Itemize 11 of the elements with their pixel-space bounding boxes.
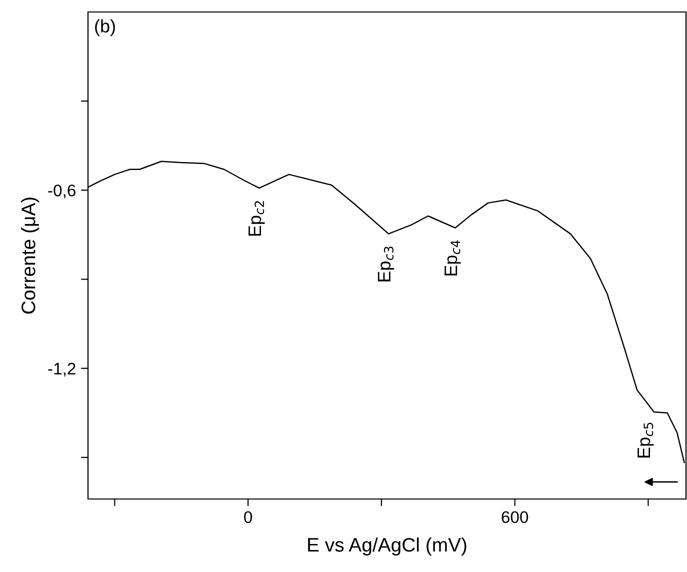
annotation: Ep$_{c4}$ bbox=[444, 240, 461, 276]
annotation: Ep$_{c2}$ bbox=[248, 201, 265, 236]
annotation: Ep$_{c3}$ bbox=[378, 246, 394, 282]
x-axis-title: E vs Ag/AgCl (mV) bbox=[308, 537, 466, 556]
annotation: Ep$_{c5}$ bbox=[638, 422, 654, 458]
annotation: (b) bbox=[95, 19, 115, 36]
y-tick-label: -1,2 bbox=[48, 362, 76, 377]
x-tick-label: 600 bbox=[502, 511, 528, 524]
y-axis-title: Corrente (μA) bbox=[21, 198, 40, 314]
y-tick-label: -0,6 bbox=[48, 184, 76, 198]
x-tick-label: 0 bbox=[244, 511, 252, 524]
